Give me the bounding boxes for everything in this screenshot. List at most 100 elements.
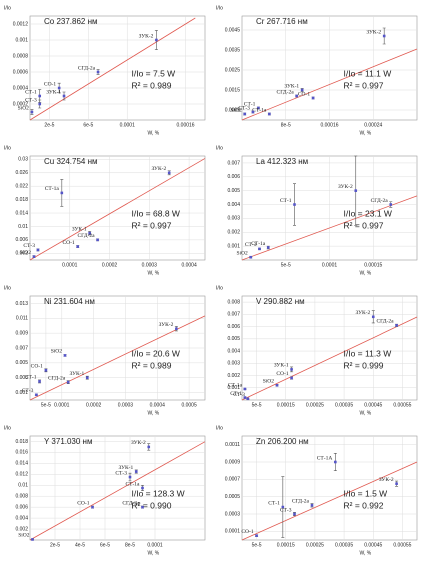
y-tick-label: 0.022 [15,184,28,190]
y-tick-label: 0.002 [227,373,240,379]
point-label: ЗУК-1 [118,465,133,471]
data-point [31,538,34,541]
point-label: ЗУК-2 [355,310,370,316]
point-label: СТ-3 [245,242,257,248]
data-point [38,94,42,98]
point-label: СО-1 [276,371,288,377]
fit-line [29,441,206,541]
x-tick-label: 0.0001 [54,402,70,408]
y-tick-label: 0.01 [18,224,28,230]
y-axis-label: I/Io [4,5,11,11]
data-point [334,460,337,464]
data-point [290,376,293,380]
y-tick-label: 0.005 [227,336,240,342]
x-tick-label: 2e-5 [50,542,60,548]
annotation: I/Io = 68.8 W [132,208,180,218]
x-axis-label: W, % [148,550,160,556]
point-label: ЗУК-2 [338,184,353,190]
y-tick-label: 0.007 [227,160,240,166]
plot-area [241,295,418,401]
point-label: СТ-1 [25,89,37,95]
point-label: СГД-2а [371,198,389,204]
y-tick-label: 0.008 [15,494,28,500]
point-label: СТ-1 [244,101,256,107]
y-tick-label: 0.0015 [225,87,241,93]
x-tick-label: 0.0002 [102,262,118,268]
fit-line [241,48,418,121]
data-point [382,34,386,38]
annotation: R² = 0.997 [344,80,384,90]
point-label: SiO2 [230,107,242,113]
x-tick-label: 5e-5 [252,402,262,408]
point-label: СТ-1 [280,198,292,204]
point-label: СГД-2а [122,500,140,506]
point-label: ЗУК-1 [274,363,289,369]
point-label: SiO2 [236,250,248,256]
point-label: СТ-1а [45,186,60,192]
annotation: I/Io = 1.5 W [344,488,388,498]
plot-area [241,435,418,541]
x-tick-label: 0.00045 [364,542,382,548]
x-tick-label: 0.00045 [364,402,382,408]
y-tick-label: 0.004 [227,202,240,208]
chart-title: V 290.882 нм [256,297,305,306]
y-tick-label: 0.018 [15,197,28,203]
point-label: СГД-2а [277,89,295,95]
x-axis-label: W, % [148,270,160,276]
data-point [300,88,304,92]
x-axis-label: W, % [360,410,372,416]
annotation: R² = 0.989 [132,360,172,370]
point-label: СГД-2а [48,375,66,381]
data-point [96,70,100,74]
x-tick-label: 0.0001 [147,542,163,548]
data-point [389,203,393,206]
y-tick-label: 0.001 [15,37,28,43]
data-point [243,112,247,116]
annotation: R² = 0.999 [344,360,384,370]
x-tick-label: 2e-5 [44,122,54,128]
x-tick-label: 0.0004 [150,402,166,408]
y-tick-label: 0.002 [15,251,28,257]
point-label: СГД-2а [292,499,310,505]
x-tick-label: 0.0001 [322,262,338,268]
x-tick-label: 5e-5 [281,262,291,268]
data-point [395,482,398,485]
y-tick-label: 0.009 [15,330,28,336]
x-axis-label: W, % [360,270,372,276]
point-label: СО-1 [31,364,43,370]
annotation: I/Io = 23.1 W [344,208,392,218]
x-tick-label: 0.0005 [181,402,197,408]
x-axis-label: W, % [360,130,372,136]
y-tick-label: 0.014 [15,210,28,216]
point-label: СГД-2а [78,65,96,71]
point-label: ЗУК-2 [379,477,394,483]
point-label: СТ-1А [317,455,333,461]
x-tick-label: 8e-5 [281,122,291,128]
chart-title: Co 237.862 нм [44,17,98,26]
y-tick-label: 0.002 [227,230,240,236]
plot-area [29,15,206,121]
point-label: СТ-1а [125,481,140,487]
point-label: СТ-3 [115,470,127,476]
y-tick-label: 0.0006 [13,69,29,75]
data-point [57,86,61,90]
x-tick-label: 8e-5 [125,542,135,548]
annotation: R² = 0.990 [132,500,172,510]
y-tick-label: 0.0012 [13,21,29,27]
y-tick-label: 0.0045 [225,27,241,33]
y-tick-label: 0.003 [227,361,240,367]
y-tick-label: 0.0004 [13,85,29,91]
y-tick-label: 0.014 [15,461,28,467]
data-point [141,486,144,490]
chart-title: Y 371.030 нм [44,437,92,446]
x-tick-label: 0.00055 [393,402,411,408]
point-label: СТ-3 [23,243,35,249]
y-tick-label: 0.006 [15,504,28,510]
data-point [30,110,34,114]
data-point [281,505,285,509]
data-point [175,327,178,330]
data-point [38,102,42,106]
chart-title: Cr 267.716 нм [256,17,308,26]
y-tick-label: 0.01 [18,483,28,489]
x-tick-label: 4e-5 [75,542,85,548]
